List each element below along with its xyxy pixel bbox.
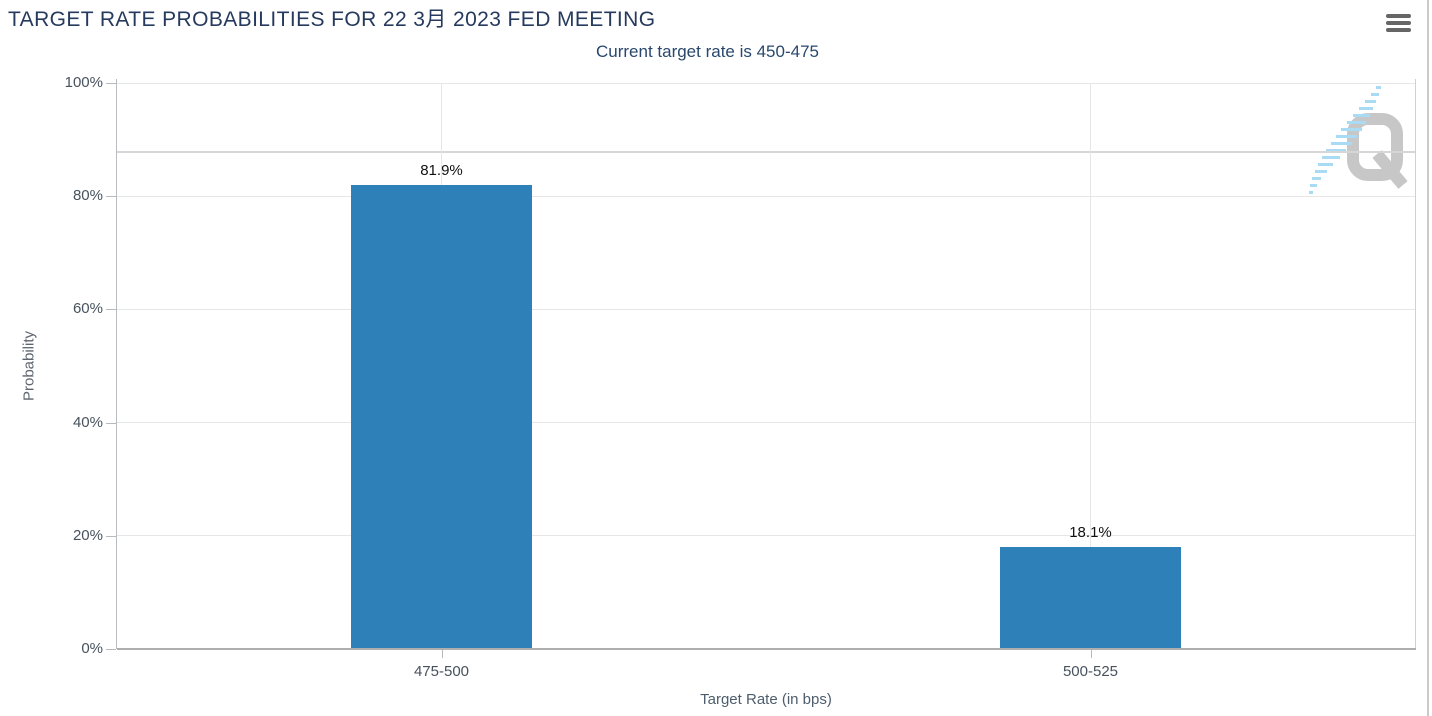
x-axis-line: [117, 648, 1416, 650]
bar-value-label: 18.1%: [1069, 523, 1112, 541]
y-tick-mark: [106, 422, 116, 424]
bar-500-525[interactable]: [1000, 546, 1181, 649]
x-tick-label: 475-500: [413, 663, 470, 680]
y-tick-mark: [106, 196, 116, 198]
bar-value-label: 81.9%: [420, 162, 463, 180]
hamburger-menu-icon: [1385, 14, 1411, 32]
y-gridline: [117, 308, 1415, 310]
watermark-q-logo: [1346, 112, 1408, 195]
bar-475-500[interactable]: [351, 185, 532, 649]
x-tick-label: 500-525: [1062, 663, 1119, 680]
y-tick-mark: [106, 649, 116, 650]
y-gridline: [117, 195, 1415, 197]
y-tick-label: 0%: [81, 640, 103, 657]
q-letter-icon: [1347, 113, 1408, 189]
category-gridline: [1090, 83, 1091, 649]
chart-title: TARGET RATE PROBABILITIES FOR 22 3月 2023…: [8, 8, 656, 31]
chart-subtitle: Current target rate is 450-475: [595, 42, 819, 61]
y-tick-mark: [106, 535, 116, 537]
y-tick-mark: [106, 83, 116, 84]
reference-line: [117, 151, 1415, 154]
y-tick-label: 20%: [72, 526, 103, 544]
y-tick-mark: [106, 309, 116, 311]
plot-right-border: [1415, 79, 1416, 649]
watermark-swoosh-icon: [1308, 84, 1388, 204]
y-tick-label: 100%: [64, 74, 103, 91]
x-tick-mark: [1090, 650, 1092, 658]
x-axis-title: Target Rate (in bps): [700, 691, 832, 708]
y-gridline: [117, 422, 1415, 424]
y-tick-label: 80%: [72, 187, 103, 205]
y-tick-label: 60%: [72, 300, 103, 318]
y-axis-line: [116, 79, 117, 649]
page-right-border: [1427, 0, 1429, 716]
y-tick-label: 40%: [72, 413, 103, 431]
y-gridline: [117, 82, 1415, 84]
context-menu-button[interactable]: [1382, 10, 1414, 38]
x-tick-mark: [441, 650, 443, 658]
y-gridline: [117, 535, 1415, 537]
